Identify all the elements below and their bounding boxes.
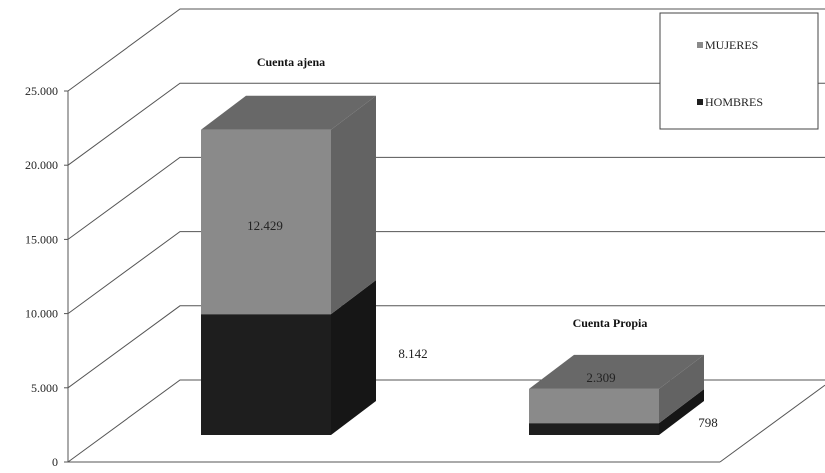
bar-mujeres-0-front: [201, 129, 331, 315]
legend: MUJERES HOMBRES: [659, 12, 819, 130]
legend-label-hombres: HOMBRES: [705, 95, 763, 109]
bar-mujeres-0-top: [201, 95, 376, 130]
bar-mujeres-1-side: [659, 354, 704, 424]
category-label-0: Cuenta ajena: [257, 55, 325, 69]
gridline: [67, 8, 825, 92]
gridline: [67, 82, 825, 166]
bar-mujeres-0-side: [331, 95, 376, 315]
bar-hombres-1-side: [659, 389, 704, 435]
gridline: [67, 231, 825, 315]
legend-label-mujeres: MUJERES: [705, 38, 758, 52]
data-label-mujeres-0: 12.429: [247, 218, 283, 233]
legend-swatch-mujeres: [697, 42, 703, 48]
legend-swatch-hombres: [697, 99, 703, 105]
y-tick-label: 15.000: [25, 232, 58, 246]
y-axis: 0 5.000 10.000 15.000 20.000 25.000: [25, 84, 69, 469]
floor-right-edge: [719, 384, 825, 463]
legend-box: [659, 12, 819, 130]
labels-layer: 8.142 12.429 Cuenta ajena 798 2.309 Cuenta Pr…: [247, 55, 718, 430]
y-tick-label: 0: [52, 455, 58, 468]
y-tick-label: 5.000: [31, 381, 58, 395]
bar-hombres-1-front: [529, 423, 659, 435]
bar-mujeres-1-front: [529, 388, 659, 424]
y-tick-label: 25.000: [25, 84, 58, 98]
y-tick-label: 10.000: [25, 307, 58, 321]
y-tick-label: 20.000: [25, 158, 58, 172]
category-label-1: Cuenta Propia: [573, 316, 648, 330]
data-label-hombres-0: 8.142: [398, 346, 427, 361]
bar-mujeres-1-top: [529, 354, 704, 389]
bar-hombres-0-side: [331, 280, 376, 435]
data-label-mujeres-1: 2.309: [586, 370, 615, 385]
gridline: [67, 156, 825, 240]
bar-hombres-0-front: [201, 314, 331, 435]
data-label-hombres-1: 798: [698, 415, 718, 430]
bars-layer: [201, 95, 704, 435]
grid-layer: [67, 8, 825, 463]
gridline: [67, 305, 825, 389]
